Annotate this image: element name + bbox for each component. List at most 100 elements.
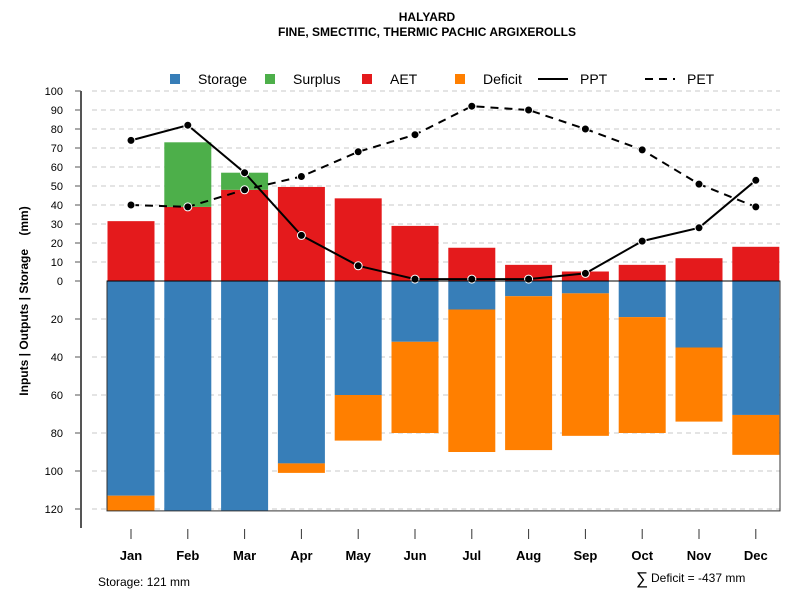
deficit-bar <box>107 495 155 511</box>
x-tick-label: Dec <box>744 548 768 563</box>
x-tick-label: Jan <box>120 548 142 563</box>
x-tick-label: Jul <box>462 548 481 563</box>
y-tick-label: 120 <box>45 504 63 516</box>
y-tick-label: 40 <box>51 200 63 212</box>
y-tick-label: 60 <box>51 390 63 402</box>
pet-point <box>296 172 306 181</box>
aet-bar <box>618 264 666 281</box>
storage-bar <box>164 281 212 511</box>
y-tick-label: 30 <box>51 219 63 231</box>
chart-title: HALYARD <box>399 10 456 24</box>
pet-point <box>467 101 477 111</box>
x-tick-label: Oct <box>631 548 653 563</box>
ppt-point <box>751 175 761 185</box>
x-tick-label: Aug <box>516 548 541 563</box>
y-tick-label: 70 <box>51 143 63 155</box>
chart-subtitle: FINE, SMECTITIC, THERMIC PACHIC ARGIXERO… <box>278 25 576 39</box>
storage-bar <box>561 281 609 294</box>
ppt-point <box>580 268 590 278</box>
ppt-point <box>410 274 420 284</box>
ppt-point <box>467 274 477 284</box>
ppt-point <box>353 261 363 271</box>
deficit-bar <box>448 309 496 452</box>
y-tick-label: 10 <box>51 257 63 269</box>
legend-swatch-aet <box>362 74 372 84</box>
storage-bar <box>505 281 553 297</box>
legend-label: PPT <box>580 71 608 87</box>
pet-point <box>694 179 704 189</box>
y-tick-label: 100 <box>45 466 63 478</box>
pet-point <box>126 200 136 210</box>
aet-bar <box>221 189 269 281</box>
aet-bar <box>675 258 723 281</box>
y-tick-label: 50 <box>51 181 63 193</box>
ppt-point <box>524 274 534 284</box>
legend-label: Storage <box>198 71 247 87</box>
storage-bar <box>618 281 666 318</box>
storage-bar <box>334 281 382 395</box>
legend-swatch-deficit <box>455 74 465 84</box>
y-tick-label: 0 <box>57 276 63 288</box>
x-tick-label: Sep <box>573 548 597 563</box>
pet-point <box>353 147 363 157</box>
aet-bar <box>732 246 780 281</box>
ppt-point <box>694 223 704 233</box>
storage-bar <box>107 281 155 496</box>
pet-point <box>524 105 534 115</box>
deficit-bar <box>334 395 382 441</box>
x-tick-label: Feb <box>176 548 199 563</box>
deficit-annotation: Deficit = -437 mm <box>651 571 745 585</box>
storage-bar <box>391 281 439 342</box>
aet-bar <box>164 206 212 281</box>
storage-bar <box>448 281 496 310</box>
sum-symbol: ∑ <box>636 569 648 588</box>
y-tick-label: 60 <box>51 162 63 174</box>
aet-bar <box>107 221 155 281</box>
deficit-bar <box>561 293 609 436</box>
y-tick-label: 40 <box>51 352 63 364</box>
x-tick-label: May <box>346 548 372 563</box>
x-tick-label: Apr <box>290 548 312 563</box>
pet-point <box>637 145 647 155</box>
y-axis-label: Inputs | Outputs | Storage (mm) <box>17 206 31 395</box>
deficit-bar <box>675 347 723 422</box>
ppt-point <box>183 120 193 130</box>
legend-label: PET <box>687 71 715 87</box>
pet-point <box>410 130 420 140</box>
x-tick-label: Mar <box>233 548 256 563</box>
deficit-bar <box>732 414 780 455</box>
legend-label: AET <box>390 71 418 87</box>
legend-swatch-storage <box>170 74 180 84</box>
pet-point <box>751 202 761 212</box>
pet-line <box>130 105 757 208</box>
storage-bar <box>675 281 723 348</box>
legend-swatch-surplus <box>265 74 275 84</box>
deficit-bar <box>391 341 439 433</box>
deficit-bar <box>505 296 553 451</box>
y-tick-label: 80 <box>51 428 63 440</box>
pet-point <box>580 124 590 134</box>
y-tick-label: 20 <box>51 238 63 250</box>
deficit-bar <box>277 463 325 473</box>
pet-point <box>240 185 250 195</box>
x-tick-label: Nov <box>687 548 712 563</box>
ppt-line <box>130 124 757 281</box>
ppt-point <box>296 230 306 240</box>
y-tick-label: 90 <box>51 105 63 117</box>
y-tick-label: 80 <box>51 124 63 136</box>
legend-label: Deficit <box>483 71 522 87</box>
legend-label: Surplus <box>293 71 340 87</box>
storage-bar <box>221 281 269 511</box>
ppt-point <box>240 168 250 178</box>
ppt-point <box>126 135 136 145</box>
storage-bar <box>732 281 780 415</box>
deficit-bar <box>618 317 666 433</box>
pet-point <box>183 202 193 212</box>
y-tick-label: 20 <box>51 314 63 326</box>
ppt-point <box>637 236 647 246</box>
surplus-bar <box>164 142 212 207</box>
x-tick-label: Jun <box>403 548 426 563</box>
y-tick-label: 100 <box>45 86 63 98</box>
storage-annotation: Storage: 121 mm <box>98 575 190 589</box>
